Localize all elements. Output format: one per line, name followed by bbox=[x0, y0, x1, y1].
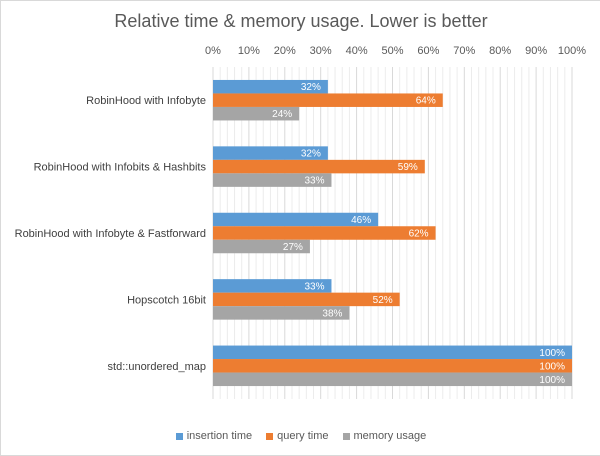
x-tick-label: 30% bbox=[310, 45, 332, 57]
legend-swatch bbox=[266, 432, 274, 440]
bar bbox=[213, 106, 300, 121]
legend-swatch bbox=[175, 432, 183, 440]
legend-item: insertion time bbox=[175, 430, 253, 442]
x-tick-label: 50% bbox=[381, 45, 403, 57]
category-label: Hopscotch 16bit bbox=[127, 294, 206, 306]
bar bbox=[213, 239, 310, 254]
data-label: 100% bbox=[539, 361, 565, 372]
bar bbox=[213, 159, 425, 174]
bar bbox=[213, 79, 328, 94]
x-tick-label: 10% bbox=[238, 45, 260, 57]
category-label: RobinHood with Infobyte & Fastforward bbox=[15, 228, 206, 240]
data-label: 100% bbox=[539, 348, 565, 359]
x-tick-label: 60% bbox=[417, 45, 439, 57]
data-label: 64% bbox=[416, 96, 436, 107]
data-label: 33% bbox=[304, 176, 324, 187]
category-label: RobinHood with Infobits & Hashbits bbox=[34, 162, 207, 174]
x-tick-label: 70% bbox=[453, 45, 475, 57]
category-label: std::unordered_map bbox=[108, 361, 206, 373]
bar bbox=[213, 212, 379, 227]
data-label: 59% bbox=[398, 162, 418, 173]
chart-title: Relative time & memory usage. Lower is b… bbox=[114, 11, 488, 31]
legend-item: query time bbox=[266, 430, 329, 442]
data-label: 52% bbox=[373, 295, 393, 306]
bar bbox=[213, 372, 572, 387]
category-label: RobinHood with Infobyte bbox=[86, 95, 206, 107]
data-label: 32% bbox=[301, 82, 321, 93]
bar bbox=[213, 359, 572, 373]
data-label: 33% bbox=[304, 281, 324, 292]
bar bbox=[213, 279, 332, 293]
legend-item: memory usage bbox=[342, 430, 427, 442]
data-label: 38% bbox=[322, 308, 342, 319]
bar bbox=[213, 292, 400, 307]
bar bbox=[213, 93, 443, 107]
data-label: 100% bbox=[539, 375, 565, 386]
legend-label: insertion time bbox=[186, 430, 253, 442]
legend-label: query time bbox=[277, 430, 329, 442]
data-label: 62% bbox=[409, 229, 429, 240]
bar bbox=[213, 146, 328, 160]
bar bbox=[213, 173, 332, 187]
x-tick-label: 90% bbox=[525, 45, 547, 57]
legend-swatch bbox=[342, 432, 350, 440]
x-tick-label: 40% bbox=[346, 45, 368, 57]
x-tick-label: 100% bbox=[558, 45, 586, 57]
data-label: 24% bbox=[272, 109, 292, 120]
bar bbox=[213, 306, 350, 320]
data-label: 27% bbox=[283, 242, 303, 253]
data-label: 32% bbox=[301, 149, 321, 160]
x-tick-label: 80% bbox=[489, 45, 511, 57]
bar bbox=[213, 345, 572, 360]
data-label: 46% bbox=[351, 215, 371, 226]
bar bbox=[213, 226, 436, 240]
x-tick-label: 20% bbox=[274, 45, 296, 57]
legend: insertion time query time memory usage bbox=[1, 430, 600, 442]
x-tick-label: 0% bbox=[205, 45, 221, 57]
legend-label: memory usage bbox=[353, 430, 427, 442]
